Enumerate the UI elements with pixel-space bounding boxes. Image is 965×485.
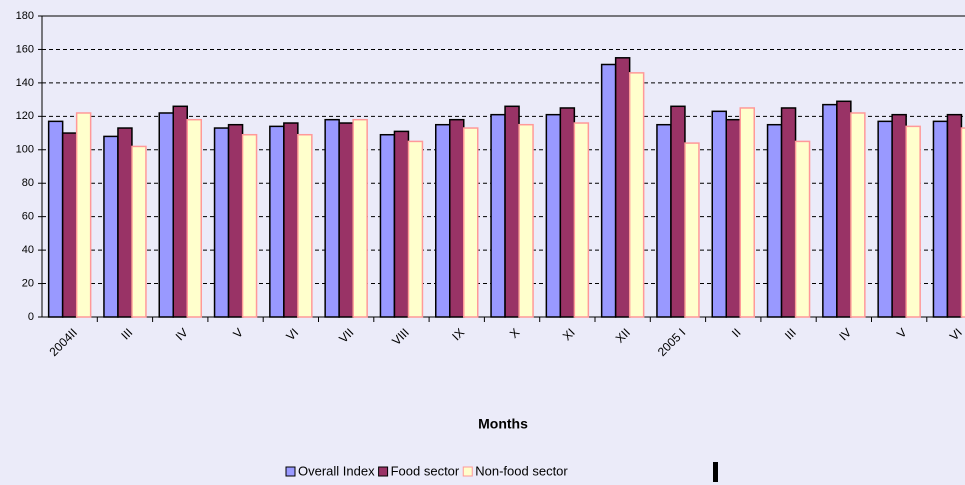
y-tick-label: 100 [16,144,34,156]
bar [932,120,949,318]
bar [504,105,520,318]
bar [656,123,672,318]
legend-label: Overall Index [298,463,375,478]
legend-label: Food sector [391,463,460,478]
bar [684,142,700,318]
bar [227,123,244,318]
bar [338,122,354,318]
bar [518,123,534,318]
legend: Overall Index Food sector Non-food sector [285,463,568,478]
bar [283,122,299,318]
bar [877,120,893,318]
bar [836,100,852,318]
bar [75,112,92,318]
bar [269,125,285,318]
bar [241,133,258,318]
legend-swatch [462,466,473,477]
bar [600,63,617,318]
y-tick-label: 40 [22,244,34,256]
y-tick-label: 80 [22,177,34,189]
bar [490,113,506,318]
bar [545,113,562,318]
y-tick-label: 20 [22,277,34,289]
bar [850,112,866,318]
bar [463,127,479,318]
legend-swatch [285,466,296,477]
bar [780,107,797,318]
bar [449,118,465,318]
bar [766,123,783,318]
bar [739,107,755,318]
bar [103,135,119,318]
bar [628,72,645,318]
bar [711,110,727,318]
bar [213,127,230,318]
bar [725,118,741,318]
bar [186,118,202,318]
x-axis-title: Months [478,416,528,432]
y-tick-label: 160 [16,43,34,55]
y-tick-label: 60 [22,211,34,223]
bar [670,105,686,318]
bar [297,133,313,318]
bar [117,127,133,318]
bar [794,140,811,318]
bar [946,113,963,318]
legend-artifact [713,462,718,482]
bar [393,130,410,318]
y-tick-label: 180 [16,10,34,22]
bar [47,120,64,318]
bar [158,112,174,318]
bar [891,113,907,318]
bar [352,118,368,318]
y-tick-label: 140 [16,77,34,89]
bar [905,125,921,318]
bar [435,123,451,318]
bar [407,140,424,318]
bar [61,132,78,318]
bar [172,105,188,318]
bar [960,127,965,318]
bar [379,133,396,318]
y-tick-label: 120 [16,110,34,122]
y-tick-label: 0 [28,311,34,323]
bar [573,122,590,318]
legend-swatch [378,466,389,477]
bar [614,57,631,318]
bar [822,103,838,318]
bar [559,107,576,318]
bar [324,118,340,318]
bar [131,145,147,318]
legend-label: Non-food sector [475,463,568,478]
